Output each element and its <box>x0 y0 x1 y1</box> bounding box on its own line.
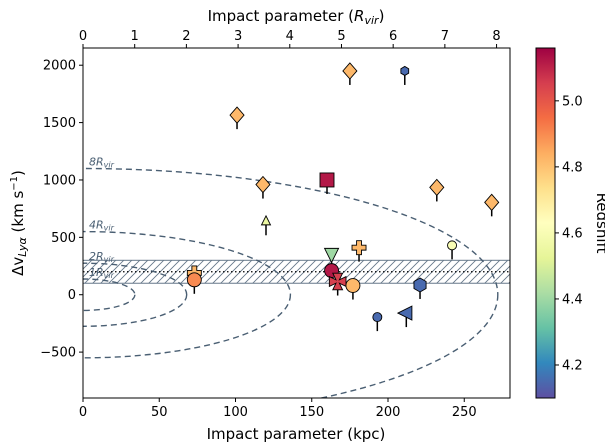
top-tick-label-3: 3 <box>234 29 242 44</box>
colorbar-label: Redshift <box>593 193 605 254</box>
x-tick-label-4: 200 <box>376 405 401 420</box>
top-tick-label-4: 4 <box>286 29 294 44</box>
colorbar-ticks: 4.2 4.4 4.6 4.8 5.0 <box>555 94 583 373</box>
data-point-13 <box>328 272 347 296</box>
data-points <box>186 62 500 332</box>
x-tick-label-2: 100 <box>223 405 248 420</box>
ellipse-labels: 8Rvir 4Rvir 2Rvir 1Rvir <box>89 155 115 280</box>
marker-6 <box>484 193 500 212</box>
top-tick-label-2: 2 <box>182 29 190 44</box>
x-tick-label-0: 0 <box>79 405 87 420</box>
marker-9 <box>323 247 340 264</box>
data-point-6 <box>484 193 500 217</box>
top-tick-label-0: 0 <box>79 29 87 44</box>
ellipse-label-0: 8Rvir <box>89 155 115 169</box>
marker-3 <box>319 172 335 188</box>
ellipse-3 <box>83 278 136 312</box>
data-point-5 <box>429 178 445 202</box>
data-point-1 <box>400 65 410 85</box>
marker-17 <box>372 312 383 323</box>
marker-16 <box>413 277 427 293</box>
data-point-15 <box>345 278 361 300</box>
data-point-10 <box>351 240 367 262</box>
y-tick-label-1: 0 <box>68 288 76 303</box>
data-point-2 <box>229 106 245 130</box>
colorbar <box>535 47 556 399</box>
data-point-17 <box>372 312 383 332</box>
data-point-18 <box>396 305 413 328</box>
data-point-0 <box>342 62 358 85</box>
data-point-7 <box>260 214 272 236</box>
colorbar-tick-label-4: 5.0 <box>562 94 583 109</box>
x-tick-label-3: 150 <box>299 405 324 420</box>
marker-4 <box>255 175 271 194</box>
marker-15 <box>345 278 361 293</box>
virial-ellipses <box>83 167 499 398</box>
top-axis-label: Impact parameter (Rvir) <box>208 7 385 27</box>
x-tick-label-5: 250 <box>452 405 477 420</box>
marker-2 <box>229 106 245 124</box>
top-tick-label-7: 7 <box>441 29 449 44</box>
colorbar-tick-label-0: 4.2 <box>562 358 583 373</box>
marker-8 <box>447 240 457 251</box>
ellipse-label-3: 1Rvir <box>89 266 115 280</box>
data-point-8 <box>447 240 457 260</box>
y-tick-label-3: 1000 <box>43 173 76 188</box>
plot-frame <box>82 47 511 399</box>
y-tick-label-0: −500 <box>40 346 76 361</box>
data-point-14 <box>186 272 202 294</box>
marker-1 <box>400 65 410 76</box>
colorbar-tick-label-2: 4.6 <box>562 226 583 241</box>
marker-10 <box>351 240 367 256</box>
ellipse-label-1: 4Rvir <box>89 219 115 233</box>
colorbar-tick-label-3: 4.8 <box>562 160 583 175</box>
top-tick-label-1: 1 <box>131 29 139 44</box>
marker-14 <box>186 272 202 288</box>
data-point-16 <box>413 277 427 299</box>
top-tick-label-6: 6 <box>389 29 397 44</box>
y-axis-label: ΔvLyα (km s−1) <box>9 170 29 276</box>
x-axis-label: Impact parameter (kpc) <box>207 425 386 443</box>
ellipse-2 <box>83 262 188 327</box>
x-tick-label-1: 50 <box>151 405 168 420</box>
ellipse-0 <box>83 167 499 398</box>
data-point-3 <box>319 172 335 194</box>
colorbar-tick-label-1: 4.4 <box>562 292 583 307</box>
y-tick-label-2: 500 <box>51 231 76 246</box>
ellipse-label-2: 2Rvir <box>89 250 115 264</box>
velocity-band <box>82 259 511 284</box>
marker-18 <box>396 305 413 321</box>
marker-13 <box>328 272 347 291</box>
top-tick-label-8: 8 <box>492 29 500 44</box>
y-tick-label-5: 2000 <box>43 59 76 74</box>
marker-5 <box>429 178 445 197</box>
y-tick-label-4: 1500 <box>43 116 76 131</box>
data-point-4 <box>255 175 271 199</box>
marker-0 <box>342 62 358 80</box>
top-tick-label-5: 5 <box>337 29 345 44</box>
ellipse-1 <box>83 230 292 359</box>
marker-7 <box>260 214 272 226</box>
